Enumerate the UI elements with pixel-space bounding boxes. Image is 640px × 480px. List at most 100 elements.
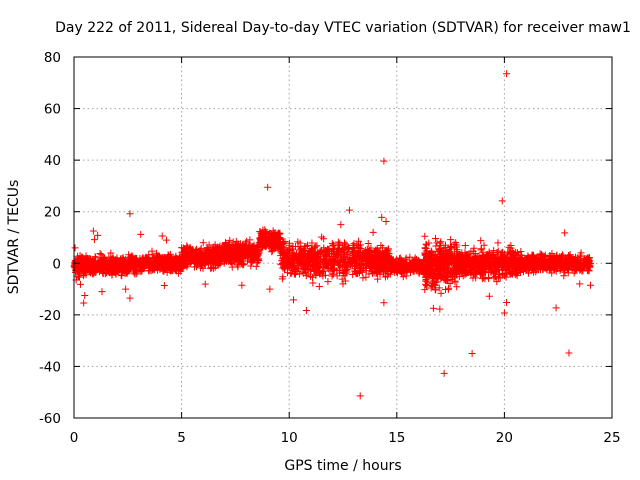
data-point [380,299,388,307]
data-point [192,253,200,261]
x-tick-label: 10 [281,430,298,446]
data-point [80,299,88,307]
x-tick-label: 20 [496,430,513,446]
x-tick-label: 0 [70,430,79,446]
data-point [96,250,104,258]
data-point [330,264,338,272]
data-point [440,369,448,377]
data-point [355,242,363,250]
data-point [355,255,363,263]
data-point [141,255,149,263]
data-point [329,257,337,265]
data-point [276,229,284,237]
data-point [291,253,299,261]
data-point [278,275,286,283]
data-point [254,250,262,258]
data-point [362,273,370,281]
data-point [362,267,370,275]
data-point [306,247,314,255]
data-point [126,265,134,273]
data-point [334,258,342,266]
data-point [270,234,278,242]
data-point [344,244,352,252]
data-point [71,244,79,252]
data-point [76,271,84,279]
data-point [505,243,513,251]
data-point [244,243,252,251]
data-point [468,350,476,358]
data-point [83,258,91,266]
data-point [341,258,349,266]
data-point [238,281,246,289]
y-tick-label: 40 [44,153,61,169]
data-point [293,261,301,269]
data-point [277,243,285,251]
data-point [314,250,322,258]
data-point [315,282,323,290]
data-point [477,237,485,245]
data-point [280,265,288,273]
data-point [193,252,201,260]
data-point [329,270,337,278]
data-point [247,258,255,266]
data-point [145,259,153,267]
data-point [341,239,348,247]
data-point [205,251,213,259]
data-point [91,253,99,261]
y-tick-label: -60 [39,411,61,427]
data-point [311,244,319,252]
x-tick-label: 25 [603,430,620,446]
data-point [324,278,332,286]
data-point [97,259,105,267]
data-point [334,250,342,258]
data-point [280,238,288,246]
data-point [453,283,461,291]
data-point [282,257,290,265]
data-point [97,251,105,259]
data-point [98,288,106,296]
data-point [380,157,388,165]
data-point [126,294,134,302]
data-point [234,252,242,260]
data-point [99,257,107,265]
data-point [144,262,152,270]
data-point [325,260,333,268]
data-point [212,261,220,269]
data-point [311,251,319,259]
data-point [260,233,268,241]
data-point [561,229,569,237]
data-point [197,246,205,254]
data-point [193,263,201,271]
data-point [304,251,312,259]
data-point [369,228,377,236]
data-point [128,258,136,266]
data-point [269,227,277,235]
data-point [89,227,97,235]
data-point [354,269,362,277]
data-point [309,273,317,281]
data-point [152,257,160,265]
data-point [321,251,329,259]
data-point [565,349,573,357]
data-point [235,258,243,266]
data-point [378,213,386,221]
data-point [485,292,493,300]
data-point [215,259,223,267]
data-point [345,206,353,214]
y-tick-label: -20 [39,308,61,324]
grid-lines [74,57,612,418]
data-point [94,231,102,239]
data-point [188,255,196,263]
data-point [88,258,96,266]
data-point [334,238,342,246]
y-tick-label: -40 [39,359,61,375]
data-point [206,255,214,263]
data-point [329,241,337,249]
data-point [271,241,279,249]
data-point [309,262,317,270]
data-point [308,263,316,271]
data-point [117,272,125,280]
data-point [321,271,329,279]
data-point [86,259,94,267]
data-point [150,262,158,270]
